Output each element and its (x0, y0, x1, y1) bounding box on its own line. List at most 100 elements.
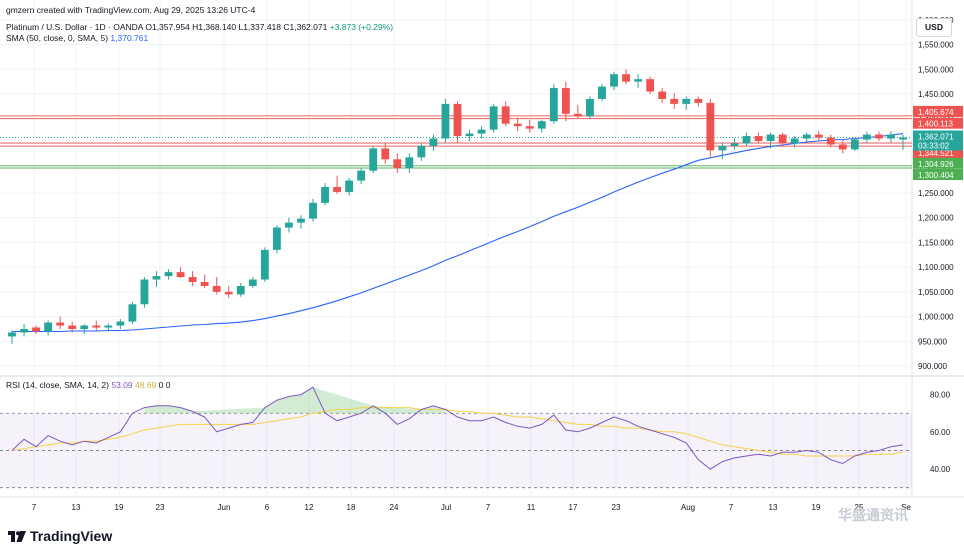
price-tick-label: 1,050.000 (918, 288, 954, 297)
candle-body (501, 106, 510, 124)
candle-body (706, 102, 715, 151)
candle-body (718, 145, 727, 151)
rsi-extra: 0 0 (158, 380, 171, 390)
candle-body (875, 134, 883, 139)
price-tick-label: 1,450.000 (918, 90, 954, 99)
price-tick-label: 1,500.000 (918, 65, 954, 74)
candle-body (826, 137, 835, 145)
date-tick-label: 7 (32, 503, 37, 512)
date-tick-label: 7 (486, 503, 491, 512)
sma-value: 1,370.761 (110, 33, 149, 43)
level-price-tag (913, 117, 963, 129)
candle-body (333, 187, 342, 192)
candle-body (188, 277, 197, 282)
date-tick-label: 18 (347, 503, 356, 512)
candle-body (417, 145, 426, 158)
candle-body (176, 272, 185, 278)
rsi-tick-label: 80.00 (930, 391, 951, 400)
current-price-tag (913, 130, 963, 151)
candle-body (393, 159, 402, 169)
candle-body (128, 304, 137, 322)
candle-body (465, 133, 474, 137)
candle-body (321, 187, 329, 203)
candle-body (116, 321, 125, 326)
candle-body (670, 98, 679, 104)
ohlc-values: O1,357.954 H1,368.140 L1,337.418 C1,362.… (145, 22, 328, 32)
candle-body (453, 103, 462, 137)
tradingview-logo-icon (8, 530, 26, 542)
price-tick-label: 950.000 (918, 337, 947, 346)
price-tick-label: 900.000 (918, 362, 947, 371)
rsi-sma-value: 48.69 (135, 380, 157, 390)
date-tick-label: 12 (305, 503, 314, 512)
candle-body (513, 123, 522, 127)
candle-body (489, 106, 498, 130)
date-tick-label: 19 (812, 503, 821, 512)
candle-body (92, 325, 101, 328)
candle-body (610, 74, 618, 87)
sma-line (12, 133, 904, 333)
candle-body (369, 148, 378, 171)
candle-body (309, 202, 317, 219)
candle-body (80, 325, 89, 329)
chart-attribution: gmzern created with TradingView.com, Aug… (6, 5, 256, 15)
candle-body (622, 74, 630, 82)
candle-body (297, 218, 305, 223)
candle-body (778, 134, 787, 144)
symbol-label[interactable]: Platinum / U.S. Dollar · 1D · OANDA (6, 22, 143, 32)
date-tick-label: 17 (569, 503, 578, 512)
candle-body (285, 222, 293, 228)
rsi-label: RSI (14, close, SMA, 14, 2) (6, 380, 109, 390)
candle-body (887, 134, 895, 139)
candle-body (212, 285, 221, 292)
sma-label: SMA (50, close, 0, SMA, 5) (6, 33, 109, 43)
candle-body (405, 157, 414, 169)
date-tick-label: 11 (527, 503, 536, 512)
candle-body (730, 143, 739, 146)
currency-selector[interactable]: USD (916, 18, 952, 37)
candle-body (477, 129, 486, 134)
price-tick-label: 1,100.000 (918, 263, 954, 272)
candle-body (537, 121, 546, 129)
candle-body (357, 170, 366, 181)
rsi-indicator-label[interactable]: RSI (14, close, SMA, 14, 2) 53.09 48.69 … (6, 380, 171, 390)
candle-body (802, 134, 811, 139)
date-tick-label: 13 (72, 503, 81, 512)
candle-body (345, 180, 354, 192)
date-tick-label: 6 (265, 503, 270, 512)
candle-body (200, 282, 209, 286)
candle-body (20, 329, 28, 333)
candle-body (236, 285, 245, 295)
candle-body (742, 136, 751, 144)
level-price-tag (913, 157, 963, 169)
level-price-label: 1,344.521 (918, 149, 954, 158)
candle-body (429, 138, 438, 146)
candle-body (104, 325, 113, 328)
candle-body (646, 79, 655, 92)
candle-body (224, 291, 233, 295)
candle-body (152, 276, 161, 280)
candle-body (598, 86, 606, 99)
countdown-label: 03:33:02 (918, 142, 950, 151)
candle-body (862, 134, 871, 140)
candle-body (8, 332, 16, 337)
candle-body (586, 98, 594, 117)
level-price-tag (913, 105, 963, 117)
price-change: +3.873 (+0.29%) (329, 22, 394, 32)
candle-body (754, 136, 763, 141)
level-price-label: 1,304.926 (918, 160, 954, 169)
date-tick-label: 19 (115, 503, 124, 512)
date-tick-label: 23 (156, 503, 165, 512)
rsi-line (11, 386, 904, 470)
candle-body (549, 88, 558, 122)
tradingview-branding[interactable]: TradingView (8, 527, 112, 545)
level-price-label: 1,400.113 (918, 120, 954, 129)
candle-body (694, 98, 703, 103)
date-tick-label: Jul (441, 503, 451, 512)
symbol-header: Platinum / U.S. Dollar · 1D · OANDA O1,3… (6, 22, 393, 32)
candle-body (44, 322, 53, 332)
sma-indicator-label[interactable]: SMA (50, close, 0, SMA, 5) 1,370.761 (6, 33, 148, 43)
date-tick-label: 24 (390, 503, 399, 512)
candle-body (164, 272, 173, 277)
